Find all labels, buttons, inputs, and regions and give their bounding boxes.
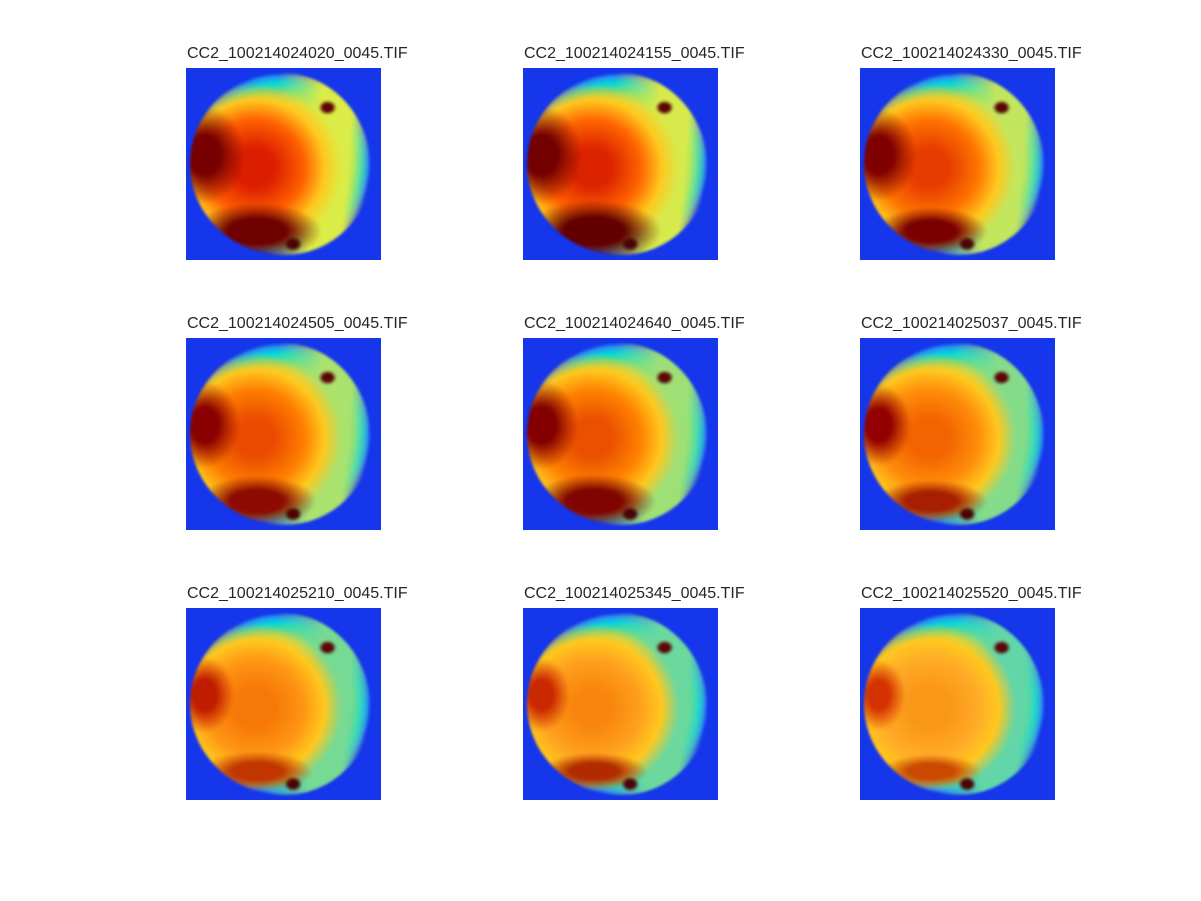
sample-blob	[189, 72, 372, 256]
subplot-title: CC2_100214025210_0045.TIF	[187, 585, 408, 602]
heatmap-image	[523, 608, 718, 800]
subplot-title: CC2_100214024330_0045.TIF	[861, 45, 1082, 62]
subplot-title: CC2_100214025520_0045.TIF	[861, 585, 1082, 602]
subplot-panel-9: CC2_100214025520_0045.TIF	[860, 585, 1082, 800]
subplot-panel-8: CC2_100214025345_0045.TIF	[523, 585, 745, 800]
sample-blob	[189, 612, 372, 796]
heatmap-image	[186, 68, 381, 260]
sample-blob	[863, 612, 1046, 796]
heatmap-image	[860, 68, 1055, 260]
subplot-panel-6: CC2_100214025037_0045.TIF	[860, 315, 1082, 530]
heatmap-image	[523, 68, 718, 260]
subplot-title: CC2_100214025345_0045.TIF	[524, 585, 745, 602]
sample-blob	[863, 72, 1046, 256]
sample-blob	[189, 342, 372, 526]
sample-blob	[526, 72, 709, 256]
subplot-panel-5: CC2_100214024640_0045.TIF	[523, 315, 745, 530]
subplot-title: CC2_100214024155_0045.TIF	[524, 45, 745, 62]
subplot-title: CC2_100214024020_0045.TIF	[187, 45, 408, 62]
sample-blob	[526, 342, 709, 526]
heatmap-image	[860, 338, 1055, 530]
heatmap-image	[860, 608, 1055, 800]
subplot-panel-1: CC2_100214024020_0045.TIF	[186, 45, 408, 260]
subplot-title: CC2_100214025037_0045.TIF	[861, 315, 1082, 332]
heatmap-image	[186, 608, 381, 800]
sample-blob	[526, 612, 709, 796]
subplot-title: CC2_100214024640_0045.TIF	[524, 315, 745, 332]
sample-blob	[863, 342, 1046, 526]
subplot-panel-4: CC2_100214024505_0045.TIF	[186, 315, 408, 530]
subplot-title: CC2_100214024505_0045.TIF	[187, 315, 408, 332]
subplot-panel-2: CC2_100214024155_0045.TIF	[523, 45, 745, 260]
heatmap-image	[523, 338, 718, 530]
subplot-panel-7: CC2_100214025210_0045.TIF	[186, 585, 408, 800]
heatmap-image	[186, 338, 381, 530]
subplot-panel-3: CC2_100214024330_0045.TIF	[860, 45, 1082, 260]
